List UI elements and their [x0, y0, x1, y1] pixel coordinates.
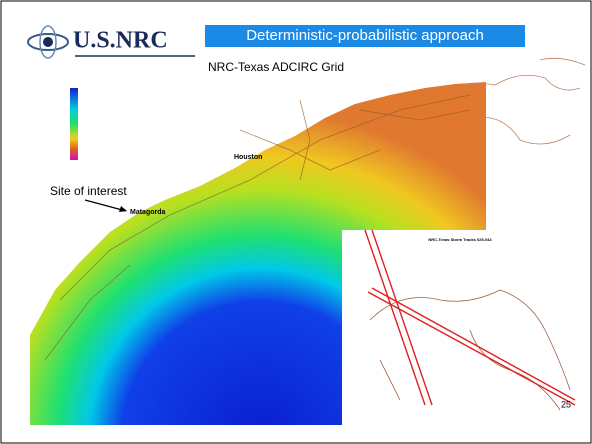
annotation-arrow — [84, 199, 127, 212]
annotation: Site of interest — [50, 184, 127, 198]
logo-text: U.S.NRC — [73, 28, 168, 54]
storm-tracks-inset: NRC-Texas Storm Tracks 025-044 — [342, 229, 582, 425]
region-outline — [454, 57, 586, 145]
city-label: Houston — [234, 154, 262, 161]
city-label: Matagorda — [130, 209, 166, 216]
arrow-head — [119, 206, 127, 212]
inset-title: NRC-Texas Storm Tracks 025-044 — [428, 237, 492, 242]
slide-title: Deterministic-probabilistic approach — [246, 27, 484, 44]
logo: U.S.NRC — [27, 25, 195, 59]
title-box — [205, 25, 525, 47]
page-number: 25 — [561, 399, 571, 409]
adcirc-map — [30, 82, 486, 425]
subtitle: NRC-Texas ADCIRC Grid — [208, 60, 344, 74]
